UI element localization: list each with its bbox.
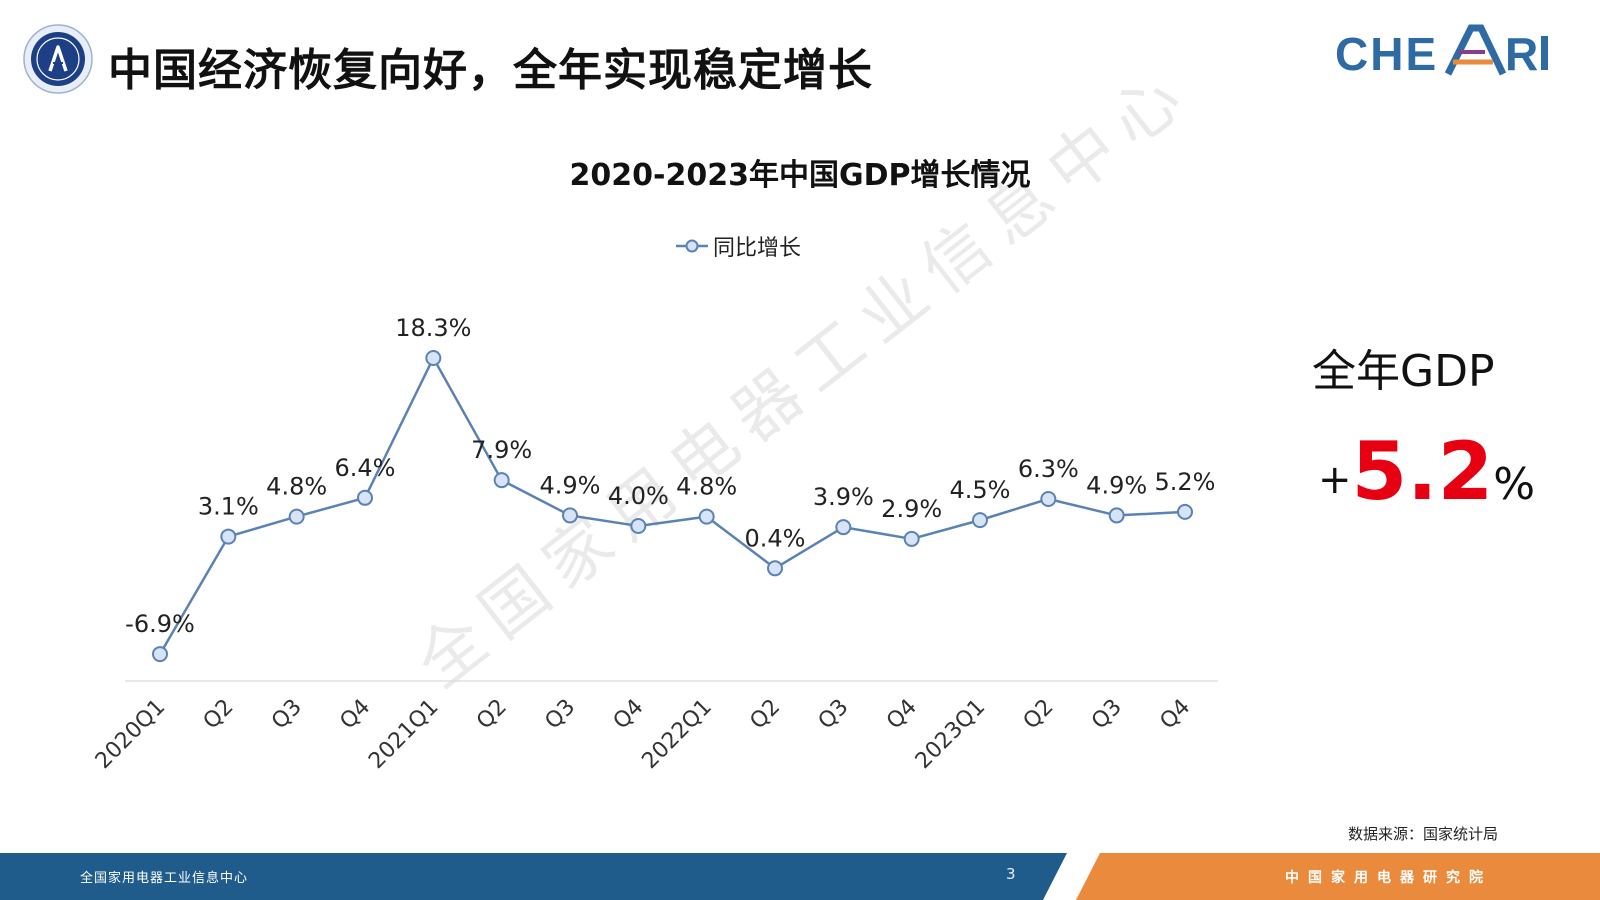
footer-background (0, 853, 1600, 900)
data-point (1177, 503, 1193, 520)
cheari-logo: CHE R (1335, 24, 1548, 80)
data-label: -6.9% (125, 610, 195, 638)
data-label: 4.8% (676, 473, 737, 501)
data-point (698, 508, 715, 525)
data-label: 3.1% (198, 493, 259, 521)
legend-marker-icon (676, 239, 708, 253)
data-point (903, 530, 920, 547)
percent-unit: % (1493, 459, 1536, 510)
data-point (152, 646, 168, 663)
data-label: 4.5% (950, 476, 1011, 504)
x-tick-label: Q3 (1087, 695, 1127, 735)
data-label: 4.9% (540, 471, 601, 499)
svg-text:CHE: CHE (1335, 28, 1438, 80)
data-point (425, 349, 442, 366)
x-tick-label: 2023Q1 (911, 695, 990, 774)
data-label: 0.4% (745, 524, 806, 552)
data-label: 7.9% (471, 436, 532, 464)
gdp-growth-number: 5.2 (1351, 425, 1494, 518)
x-tick-label: Q3 (540, 695, 580, 735)
x-tick-label: Q2 (199, 695, 239, 735)
data-label: 5.2% (1155, 468, 1216, 496)
x-tick-label: Q3 (267, 695, 307, 735)
x-tick-label: 2021Q1 (364, 695, 443, 774)
annual-gdp-label: 全年GDP (1312, 346, 1495, 397)
chart-legend: 同比增长 (675, 230, 801, 262)
data-label: 4.9% (1086, 471, 1147, 499)
annual-gdp-value: +5.2% (1318, 425, 1535, 518)
page-number: 3 (1006, 865, 1016, 883)
data-label: 4.0% (608, 482, 669, 510)
data-point (493, 472, 510, 489)
footer-org-name: 全国家用电器工业信息中心 (80, 871, 249, 886)
legend-label: 同比增长 (713, 236, 802, 261)
data-label: 6.3% (1018, 455, 1079, 483)
x-tick-label: 2022Q1 (637, 695, 716, 774)
footer-institute-name: 中国家用电器研究院 (1285, 870, 1492, 886)
data-label: 18.3% (395, 314, 471, 342)
x-tick-label: Q2 (472, 695, 512, 735)
series-line (158, 356, 1186, 655)
data-point (562, 507, 578, 524)
institute-logo (23, 24, 93, 94)
data-point (835, 519, 852, 536)
page-title: 中国经济恢复向好，全年实现稳定增长 (108, 45, 873, 96)
footer-bar: 全国家用电器工业信息中心 3 中国家用电器研究院 (0, 853, 1600, 900)
x-tick-label: Q4 (609, 695, 649, 735)
x-tick-label: Q2 (1019, 695, 1059, 735)
data-point (357, 489, 373, 506)
watermark: 全国家用电器工业信息中心 (402, 51, 1206, 703)
data-point (220, 528, 237, 545)
data-label: 3.9% (813, 483, 874, 511)
data-label: 4.8% (266, 473, 327, 501)
data-point (630, 518, 647, 534)
plus-sign: + (1318, 457, 1352, 503)
data-point (1040, 490, 1057, 507)
data-point (288, 508, 305, 525)
data-point (1108, 507, 1125, 524)
chart-title: 2020-2023年中国GDP增长情况 (569, 158, 1031, 193)
x-tick-label: Q4 (1155, 695, 1195, 735)
x-tick-label: Q4 (335, 695, 375, 735)
x-tick-label: Q4 (882, 695, 922, 735)
data-point (767, 560, 783, 577)
x-tick-label: 2020Q1 (91, 695, 170, 774)
x-tick-label: Q3 (814, 695, 854, 735)
data-point (972, 512, 988, 529)
data-label: 2.9% (881, 495, 942, 523)
data-label: 6.4% (335, 454, 396, 482)
svg-text:全国家用电器工业信息中心: 全国家用电器工业信息中心 (402, 51, 1206, 703)
svg-text:R: R (1505, 28, 1538, 80)
data-source: 数据来源：国家统计局 (1347, 825, 1498, 843)
x-tick-label: Q2 (745, 695, 785, 735)
